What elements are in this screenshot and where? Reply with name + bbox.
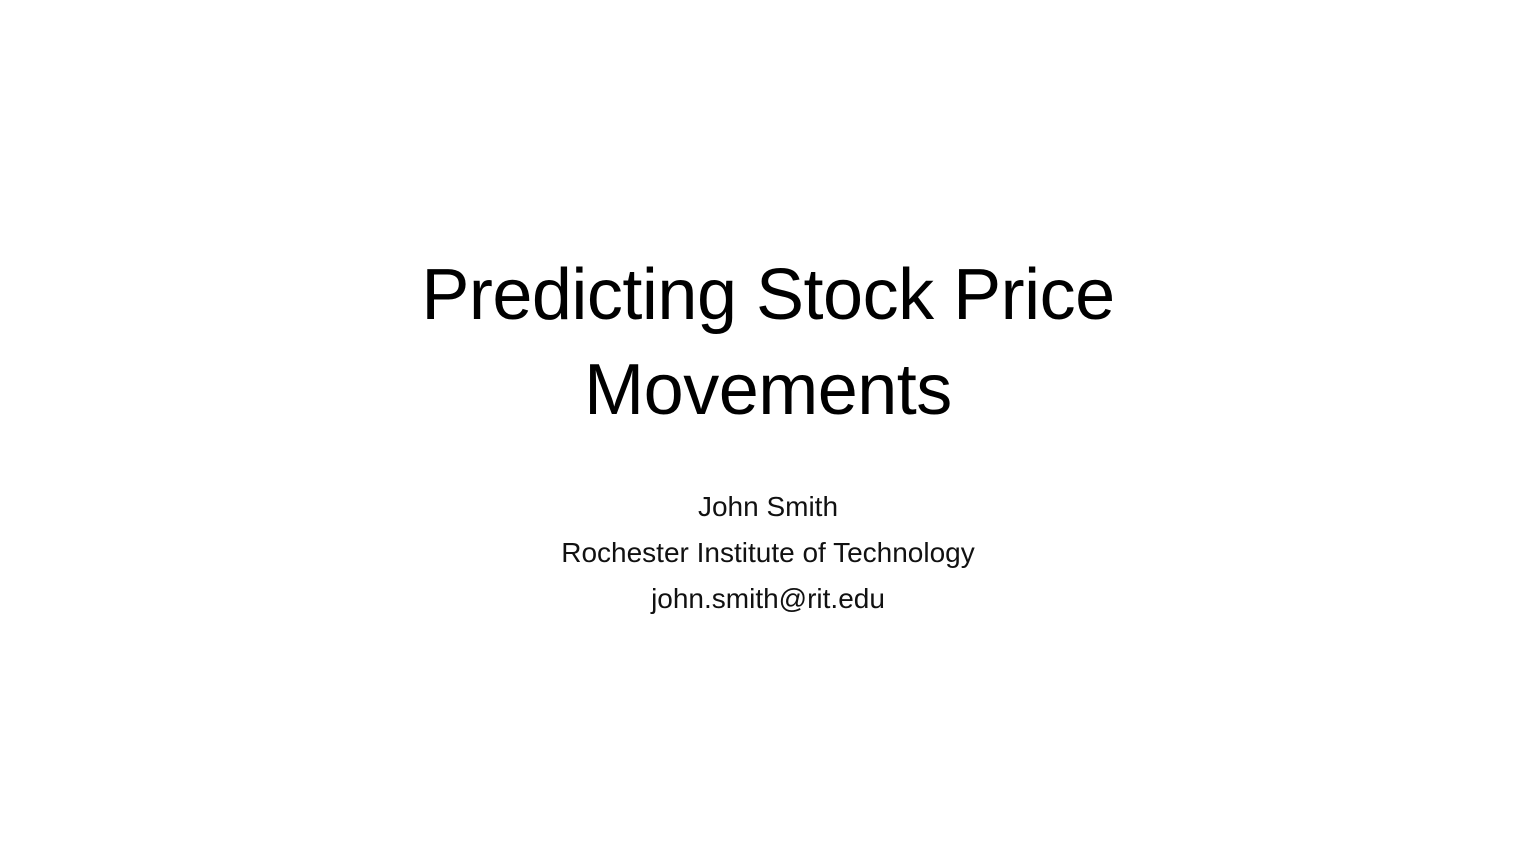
slide-title: Predicting Stock Price Movements — [0, 248, 1536, 438]
institution-name: Rochester Institute of Technology — [561, 537, 975, 568]
slide-subtitle: John Smith Rochester Institute of Techno… — [0, 484, 1536, 622]
author-email: john.smith@rit.edu — [651, 583, 885, 614]
author-name: John Smith — [697, 491, 839, 522]
slide-title-line-2: Movements — [584, 350, 952, 430]
slide-title-line-1: Predicting Stock Price — [421, 255, 1115, 335]
